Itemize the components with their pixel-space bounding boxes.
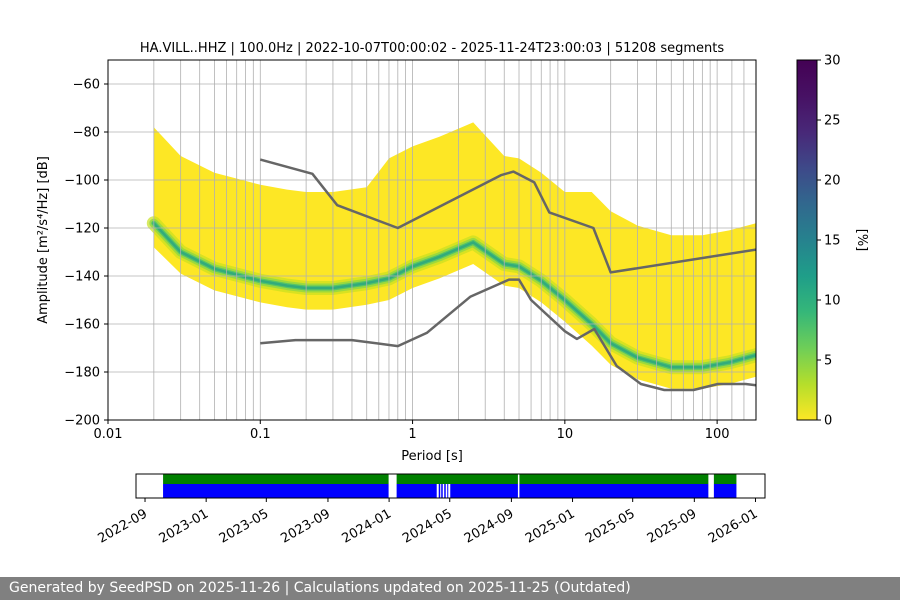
data-availability-segment (447, 484, 449, 498)
psd-availability-segment (519, 474, 709, 484)
timeline-frame (135, 473, 766, 499)
colorbar-tick-label: 30 (824, 54, 841, 69)
y-tick-label: −200 (64, 414, 100, 429)
x-tick-label: 1 (408, 427, 416, 442)
timeline-tick-label: 2023-09 (278, 506, 333, 546)
timeline-tick-label: 2024-09 (462, 506, 517, 546)
timeline-tick-label: 2022-09 (95, 506, 150, 546)
footer-status-bar: Generated by SeedPSD on 2025-11-26 | Cal… (0, 577, 900, 600)
psd-figure: HA.VILL..HHZ | 100.0Hz | 2022-10-07T00:0… (36, 41, 869, 547)
x-axis-label: Period [s] (401, 449, 463, 464)
high-noise-model-line (259, 158, 756, 274)
colorbar-label: [%] (854, 229, 869, 252)
colorbar-tick-label: 20 (824, 174, 841, 189)
x-tick-label: 100 (705, 427, 730, 442)
timeline-tick-label: 2025-01 (523, 506, 578, 546)
heatmap-mode-band (152, 221, 756, 369)
low-noise-model-line (260, 278, 756, 392)
chart-title: HA.VILL..HHZ | 100.0Hz | 2022-10-07T00:0… (140, 41, 724, 56)
timeline-ticks: 2022-09 2023-01 2023-05 2023-09 2024-01 2024-… (95, 498, 760, 547)
x-tick-label: 0.01 (94, 427, 123, 442)
y-tick-label: −180 (64, 366, 100, 381)
noise-models (259, 158, 756, 392)
data-availability-segment (441, 484, 443, 498)
timeline-tick-label: 2023-01 (157, 506, 212, 546)
y-tick-label: −80 (73, 126, 100, 141)
psd-availability-segment (163, 474, 389, 484)
y-tick-label: −120 (64, 222, 100, 237)
timeline-tick-label: 2025-09 (645, 506, 700, 546)
y-tick-label: −140 (64, 270, 100, 285)
x-axis-ticks: 0.01 0.1 1 10 100 (94, 420, 730, 442)
timeline-tick-label: 2026-01 (706, 506, 761, 546)
y-tick-label: −100 (64, 174, 100, 189)
colorbar-tick-label: 5 (824, 354, 832, 369)
data-availability-segment (519, 484, 709, 498)
y-tick-label: −60 (73, 78, 100, 93)
colorbar-tick-label: 0 (824, 414, 832, 429)
psd-availability-segment (396, 474, 518, 484)
colorbar (796, 59, 818, 421)
data-availability-segment (450, 484, 518, 498)
timeline-tick-label: 2024-01 (340, 506, 395, 546)
plot-frame (107, 59, 757, 421)
colorbar-tick-label: 15 (824, 234, 841, 249)
data-availability-segment (444, 484, 446, 498)
data-availability-segment (438, 484, 441, 498)
colorbar-tick-label: 10 (824, 294, 841, 309)
timeline-tick-label: 2023-05 (217, 506, 272, 546)
x-tick-label: 10 (557, 427, 574, 442)
timeline-tick-label: 2025-05 (583, 506, 638, 546)
colorbar-tick-label: 25 (824, 114, 841, 129)
x-tick-label: 0.1 (250, 427, 271, 442)
psd-availability-segment (713, 474, 737, 484)
data-availability-segment (713, 484, 737, 498)
y-tick-label: −160 (64, 318, 100, 333)
timeline-tick-label: 2024-05 (400, 506, 455, 546)
data-availability-segment (396, 484, 437, 498)
grid-lines (108, 60, 756, 421)
colorbar-ticks: 0 5 10 15 20 25 30 (817, 54, 841, 429)
data-availability-segment (163, 484, 389, 498)
psd-heatmap (146, 122, 756, 389)
y-axis-ticks: −200 −180 −160 −140 −120 −100 −80 −60 (64, 78, 108, 429)
y-axis-label: Amplitude [m²/s⁴/Hz] [dB] (36, 156, 51, 324)
availability-timeline (163, 474, 737, 498)
